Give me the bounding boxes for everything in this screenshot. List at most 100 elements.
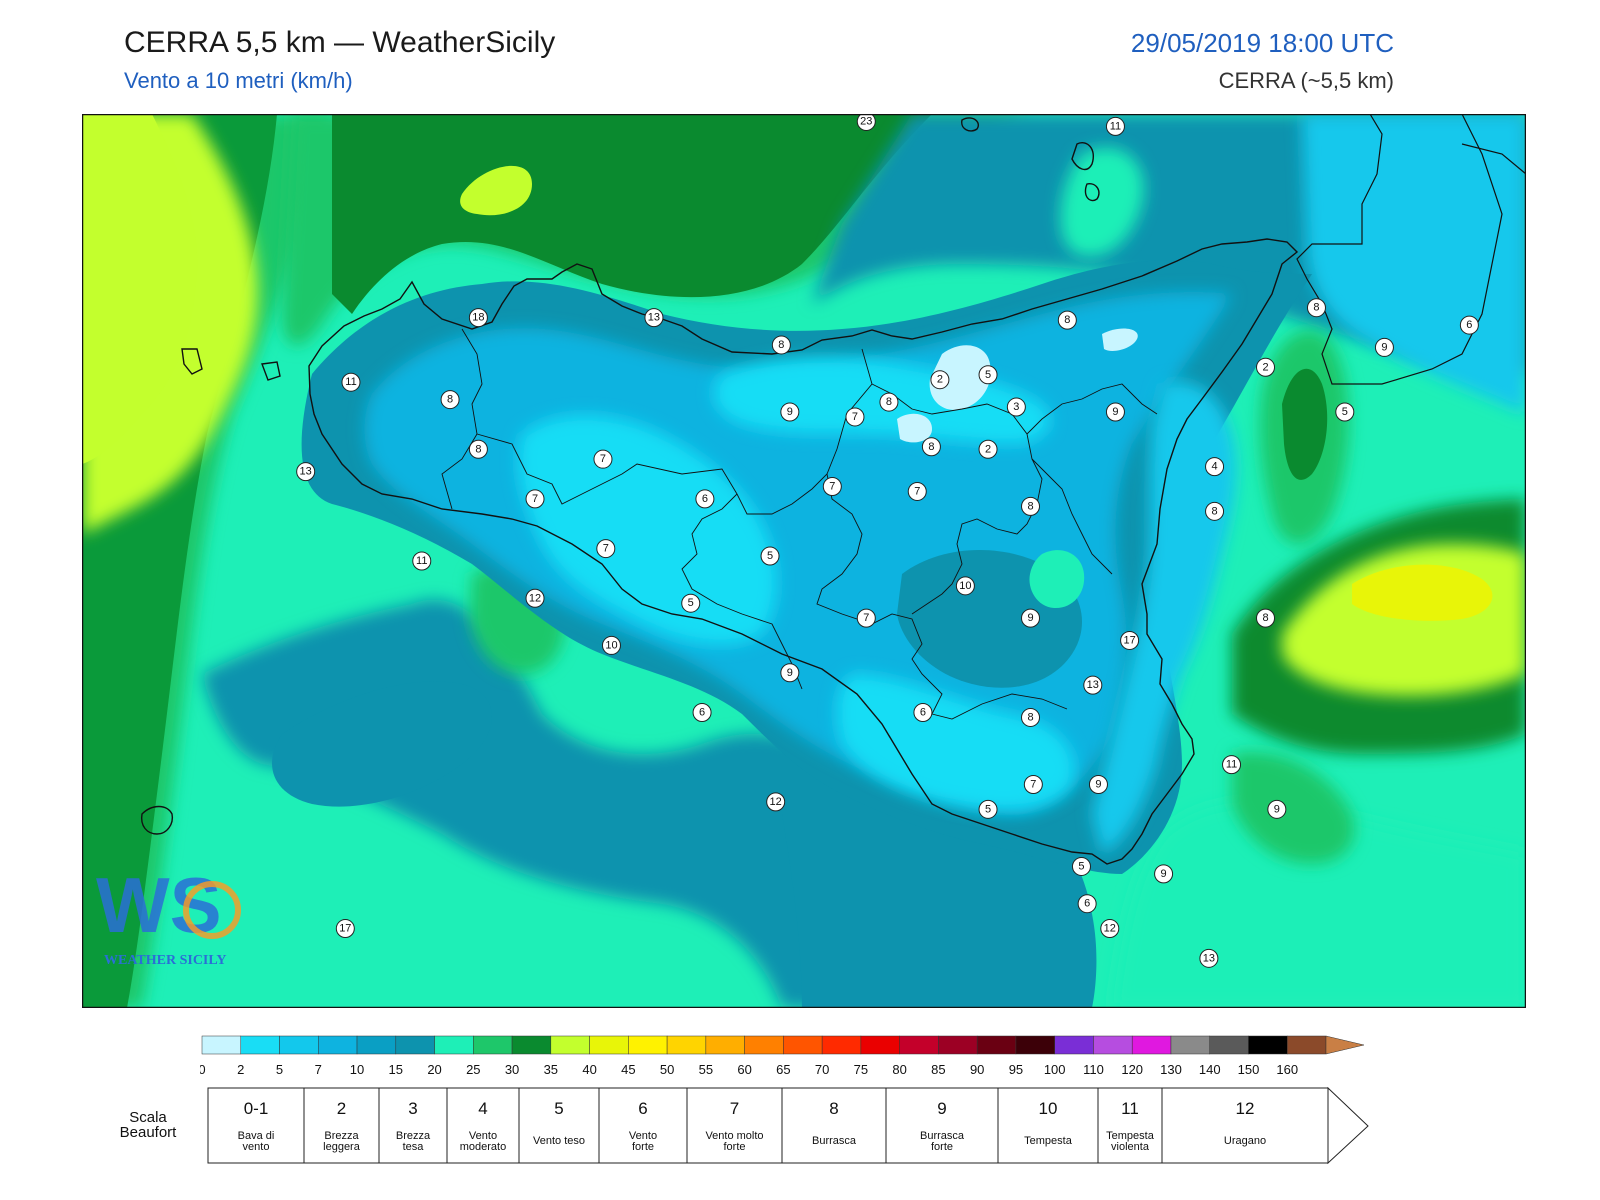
colorbar-swatch: [860, 1035, 900, 1055]
station-value: 9: [1112, 406, 1118, 418]
station-value: 8: [1211, 505, 1217, 517]
station-circle: [913, 702, 933, 722]
station-marker: 5: [978, 365, 998, 385]
station-circle: [1256, 608, 1276, 628]
beaufort-description: violenta: [1111, 1141, 1150, 1153]
station-value: 8: [778, 339, 784, 351]
logo-text: WEATHER SICILY: [104, 953, 227, 968]
station-circle: [593, 449, 613, 469]
beaufort-description: Uragano: [1224, 1135, 1266, 1147]
station-marker: 11: [1222, 755, 1242, 775]
colorbar-tick: 90: [970, 1062, 984, 1077]
station-circle: [1006, 397, 1026, 417]
colorbar-tick: 30: [505, 1062, 519, 1077]
station-marker: 6: [913, 702, 933, 722]
beaufort-description: Tempesta: [1024, 1135, 1073, 1147]
beaufort-description: Burrasca: [920, 1130, 965, 1142]
station-marker: 8: [921, 437, 941, 457]
station-marker: 6: [692, 702, 712, 722]
station-marker: 17: [335, 919, 355, 939]
station-value: 13: [648, 312, 660, 324]
station-value: 8: [1313, 302, 1319, 314]
beaufort-number: 8: [829, 1099, 838, 1118]
colorbar-tick: 35: [544, 1062, 558, 1077]
station-circle: [978, 439, 998, 459]
station-value: 6: [1466, 319, 1472, 331]
station-value: 12: [1104, 923, 1116, 935]
station-marker: 9: [1088, 775, 1108, 794]
colorbar-swatch: [821, 1035, 862, 1055]
beaufort-box: [303, 1087, 380, 1164]
station-value: 9: [1381, 341, 1387, 353]
station-marker: 9: [1154, 864, 1174, 884]
station-value: 8: [1064, 314, 1070, 326]
station-value: 9: [1274, 803, 1280, 815]
beaufort-description: Bava di: [238, 1130, 275, 1142]
colorbar-tick: 45: [621, 1062, 635, 1077]
colorbar-swatch: [899, 1035, 939, 1055]
beaufort-description: Burrasca: [812, 1135, 857, 1147]
beaufort-box: [1097, 1087, 1163, 1164]
beaufort-description: moderato: [460, 1141, 506, 1153]
station-marker: 7: [856, 608, 876, 628]
station-marker: 11: [1105, 116, 1125, 136]
beaufort-number: 12: [1236, 1099, 1255, 1118]
station-value: 13: [1087, 679, 1099, 691]
colorbar-swatch: [1248, 1035, 1288, 1055]
beaufort-description: vento: [243, 1141, 270, 1153]
station-marker: 6: [1459, 315, 1479, 335]
station-marker: 9: [780, 402, 800, 422]
station-circle: [1021, 608, 1041, 628]
station-value: 5: [985, 369, 991, 381]
colorbar-tick: 15: [389, 1062, 403, 1077]
station-circle: [978, 799, 998, 819]
beaufort-description: forte: [931, 1141, 953, 1153]
colorbar-swatches: [201, 1035, 1365, 1055]
colorbar-swatch: [473, 1035, 513, 1055]
beaufort-box: [378, 1087, 448, 1164]
beaufort-description: Vento: [469, 1130, 497, 1142]
station-marker: 7: [593, 449, 613, 469]
station-marker: 8: [771, 335, 791, 355]
station-marker: 8: [440, 390, 460, 410]
station-value: 18: [472, 312, 484, 324]
beaufort-number: 10: [1039, 1099, 1058, 1118]
station-circle: [771, 335, 791, 355]
station-circle: [822, 477, 842, 496]
station-value: 23: [860, 115, 872, 127]
station-circle: [1222, 755, 1242, 775]
map-subtitle: Vento a 10 metri (km/h): [124, 68, 353, 93]
colorbar-tick: 60: [737, 1062, 751, 1077]
station-value: 3: [1013, 401, 1019, 413]
beaufort-number: 3: [408, 1099, 417, 1118]
station-value: 12: [529, 592, 541, 604]
station-circle: [879, 392, 899, 412]
station-circle: [1083, 675, 1103, 695]
colorbar-swatch: [589, 1035, 629, 1055]
station-marker: 6: [695, 489, 715, 509]
station-value: 9: [1095, 779, 1101, 791]
colorbar-swatch: [240, 1035, 280, 1055]
station-circle: [412, 551, 432, 571]
colorbar-tick: 75: [854, 1062, 868, 1077]
beaufort-description: forte: [723, 1141, 745, 1153]
station-marker: 11: [341, 372, 361, 392]
station-circle: [1100, 919, 1120, 939]
station-circle: [760, 546, 780, 566]
colorbar-swatch: [356, 1035, 397, 1055]
beaufort-box: [781, 1087, 887, 1164]
colorbar-tick: 80: [892, 1062, 906, 1077]
station-circle: [468, 439, 488, 459]
station-marker: 8: [1057, 310, 1077, 330]
station-marker: 7: [1023, 775, 1043, 794]
colorbar-tick: 130: [1160, 1062, 1182, 1077]
station-marker: 11: [412, 551, 432, 571]
colorbar-tick-labels: 0 2 5 7 10 15 20 25 30 35 40 45 50 55 60 65 70 75 80 85 90 95…: [200, 1062, 1298, 1077]
station-marker: 10: [601, 635, 621, 655]
colorbar-tick: 55: [699, 1062, 713, 1077]
station-value: 5: [985, 803, 991, 815]
